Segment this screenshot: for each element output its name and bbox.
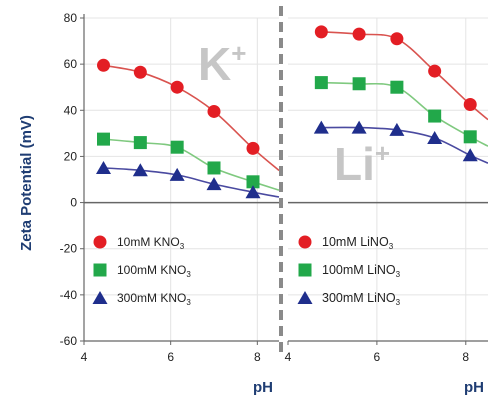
legend-label: 10mM KNO3 <box>117 235 185 251</box>
x-tick-label: 8 <box>462 350 469 364</box>
legend-label: 10mM LiNO3 <box>322 235 394 251</box>
data-point <box>96 160 111 174</box>
y-tick-label: 20 <box>64 149 78 163</box>
legend-marker <box>298 263 312 277</box>
data-point <box>462 148 478 162</box>
data-point <box>97 132 110 146</box>
data-point <box>246 175 260 189</box>
legend: 10mM LiNO3 100mM LiNO3 300mM LiNO3 <box>297 235 401 307</box>
data-point <box>170 140 184 154</box>
x-tick-label: 8 <box>254 350 261 364</box>
series-2 <box>96 160 280 199</box>
series-line <box>321 31 488 121</box>
series-1 <box>97 132 280 191</box>
legend-label: 300mM LiNO3 <box>322 291 401 307</box>
y-tick-label: 80 <box>64 11 78 25</box>
data-point <box>428 109 442 123</box>
y-tick-label: 40 <box>64 103 78 117</box>
y-axis-title: Zeta Potential (mV) <box>18 115 35 251</box>
data-point <box>133 65 147 79</box>
x-axis-title: pH <box>464 379 484 396</box>
series-0 <box>97 58 280 172</box>
legend-label: 100mM KNO3 <box>117 263 191 279</box>
x-tick-label: 6 <box>167 350 174 364</box>
ion-label: K+ <box>198 38 246 90</box>
data-point <box>427 130 443 144</box>
data-point <box>389 122 405 136</box>
data-point <box>390 32 404 46</box>
data-point <box>428 64 442 78</box>
data-point <box>133 136 147 150</box>
legend-marker <box>297 291 313 304</box>
y-tick-label: 0 <box>70 196 77 210</box>
y-tick-label: -20 <box>60 242 78 256</box>
series-2 <box>313 120 488 164</box>
legend-marker <box>298 235 312 249</box>
data-point <box>463 130 477 144</box>
legend-label: 100mM LiNO3 <box>322 263 401 279</box>
y-tick-label: -40 <box>60 288 78 302</box>
data-point <box>207 104 221 118</box>
legend-marker <box>92 291 108 304</box>
data-point <box>132 163 148 177</box>
data-point <box>314 25 328 39</box>
data-point <box>351 120 367 134</box>
series-0 <box>314 25 488 121</box>
data-point <box>314 76 328 90</box>
data-point <box>169 167 185 181</box>
x-tick-label: 4 <box>81 350 88 364</box>
data-point <box>97 58 110 72</box>
legend: 10mM KNO3 100mM KNO3 300mM KNO3 <box>92 235 191 307</box>
data-point <box>352 27 366 41</box>
data-point <box>352 77 366 91</box>
x-tick-label: 6 <box>374 350 381 364</box>
panel-kno3: 80 60 40 20 0 -20 -40 -604 6 8 pH K+ 10mM KNO3 100mM … <box>60 11 280 396</box>
legend-marker <box>93 235 107 249</box>
data-point <box>313 120 329 134</box>
y-tick-label: -60 <box>60 334 78 348</box>
series-1 <box>314 76 488 147</box>
data-point <box>170 80 184 94</box>
x-axis-title: pH <box>253 379 273 396</box>
legend-label: 300mM KNO3 <box>117 291 191 307</box>
panel-lino3: 4 6 8 pH Li+ 10mM LiNO3 100mM LiNO3 300mM LiNO3 <box>285 17 488 396</box>
data-point <box>463 98 477 112</box>
data-point <box>206 177 222 191</box>
data-point <box>246 141 260 155</box>
series-line <box>321 81 488 147</box>
y-tick-label: 60 <box>64 57 78 71</box>
ion-label: Li+ <box>334 138 390 190</box>
legend-marker <box>93 263 107 277</box>
data-point <box>207 161 221 175</box>
data-point <box>245 185 261 199</box>
data-point <box>390 80 404 94</box>
x-tick-label: 4 <box>285 350 292 364</box>
